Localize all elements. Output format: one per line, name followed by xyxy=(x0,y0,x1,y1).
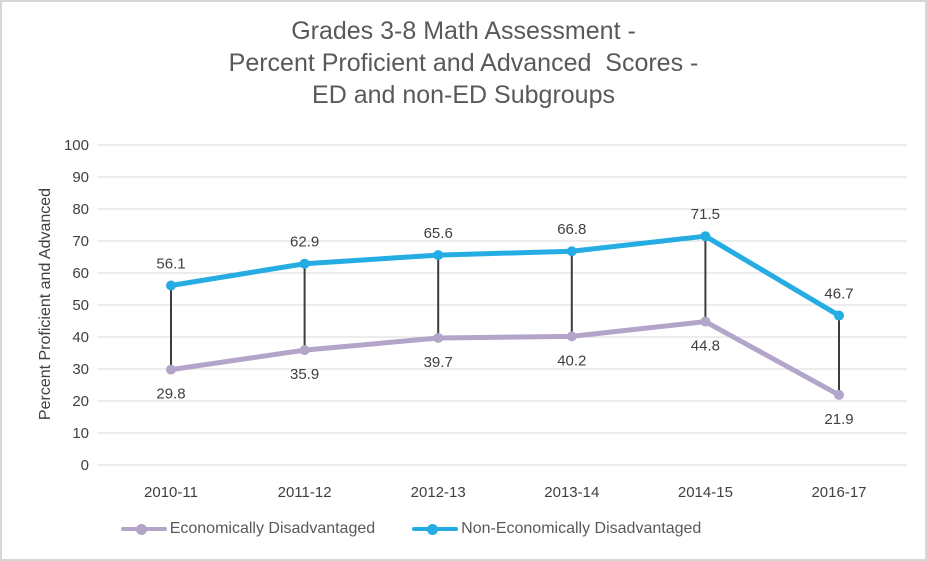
data-label: 65.6 xyxy=(424,225,453,242)
data-label: 46.7 xyxy=(824,286,853,303)
series-line-economically-disadvantaged xyxy=(168,319,842,398)
legend-marker-icon xyxy=(412,523,459,535)
data-label: 21.9 xyxy=(824,411,853,428)
data-label: 56.1 xyxy=(156,255,185,272)
x-tick-label: 2014-15 xyxy=(678,484,733,501)
y-tick-label: 10 xyxy=(72,425,89,442)
data-label: 62.9 xyxy=(290,234,319,251)
legend-label: Economically Disadvantaged xyxy=(169,520,376,537)
chart-title-line-1: Grades 3-8 Math Assessment - xyxy=(291,17,636,45)
data-label: 66.8 xyxy=(557,221,586,238)
x-tick-label: 2013-14 xyxy=(544,484,599,501)
legend: Economically Disadvantaged Non-Economical… xyxy=(2,520,925,538)
legend-item-non-economically-disadvantaged: Non-Economically Disadvantaged xyxy=(412,520,701,538)
data-point-marker xyxy=(433,332,444,343)
y-tick-label: 80 xyxy=(72,201,89,218)
data-label: 40.2 xyxy=(557,352,586,369)
data-point-marker xyxy=(834,310,844,321)
chart-title: Grades 3-8 Math Assessment - Percent Pro… xyxy=(2,15,925,111)
data-label: 29.8 xyxy=(156,386,185,403)
x-tick-label: 2010-11 xyxy=(144,484,198,501)
legend-label: Non-Economically Disadvantaged xyxy=(461,520,702,537)
y-tick-label: 100 xyxy=(64,137,89,154)
data-label: 39.7 xyxy=(424,354,453,371)
legend-marker-icon xyxy=(120,523,167,535)
y-tick-label: 90 xyxy=(72,169,89,186)
data-point-marker xyxy=(166,364,176,375)
y-tick-label: 60 xyxy=(72,265,89,282)
data-point-marker xyxy=(166,280,176,291)
chart-title-line-3: ED and non-ED Subgroups xyxy=(312,81,615,109)
data-point-marker xyxy=(433,250,444,261)
y-tick-label: 40 xyxy=(72,329,89,346)
data-label: 44.8 xyxy=(691,338,720,355)
data-point-marker xyxy=(700,231,711,242)
data-label: 35.9 xyxy=(290,366,319,383)
y-tick-label: 20 xyxy=(72,393,89,410)
data-point-marker xyxy=(299,258,310,269)
legend-item-economically-disadvantaged: Economically Disadvantaged xyxy=(120,520,376,538)
data-point-marker xyxy=(834,389,844,400)
data-point-marker xyxy=(566,246,577,257)
x-tick-label: 2012-13 xyxy=(411,484,466,501)
x-tick-label: 2016-17 xyxy=(811,484,866,501)
y-tick-label: 50 xyxy=(72,297,89,314)
data-point-marker xyxy=(700,316,711,327)
series-line-non-economically-disadvantaged xyxy=(168,233,842,319)
data-point-marker xyxy=(566,331,577,342)
y-tick-label: 70 xyxy=(72,233,89,250)
y-tick-label: 0 xyxy=(81,457,89,474)
y-tick-label: 30 xyxy=(72,361,89,378)
data-label: 71.5 xyxy=(691,206,720,223)
data-point-marker xyxy=(299,345,310,356)
chart-title-line-2: Percent Proficient and Advanced Scores - xyxy=(228,49,699,77)
x-tick-label: 2011-12 xyxy=(278,484,332,501)
